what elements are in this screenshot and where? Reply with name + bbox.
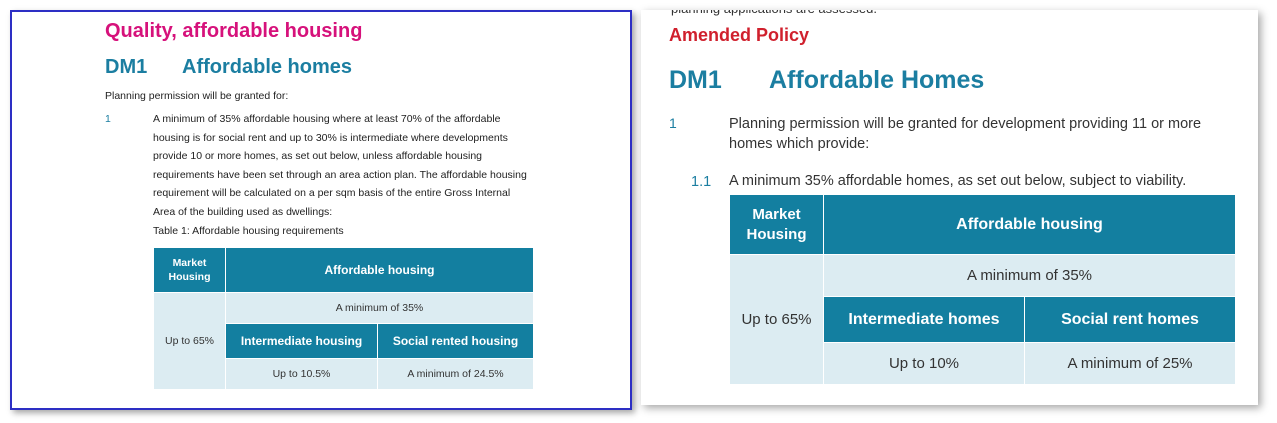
intermediate-header: Intermediate housing bbox=[225, 323, 378, 359]
social-rent-value: A minimum of 25% bbox=[1024, 342, 1236, 385]
social-rent-value: A minimum of 24.5% bbox=[377, 358, 534, 390]
item-number: 1 bbox=[105, 113, 111, 125]
market-housing-header: Market Housing bbox=[153, 247, 226, 293]
affordable-housing-table: Market Housing Affordable housing Up to … bbox=[153, 247, 534, 390]
intermediate-header: Intermediate homes bbox=[823, 296, 1025, 343]
policy-title: Affordable homes bbox=[182, 56, 353, 78]
market-housing-value: Up to 65% bbox=[729, 254, 824, 385]
item-number: 1 bbox=[669, 115, 677, 131]
policy-code: DM1 bbox=[669, 66, 722, 94]
subitem-text: A minimum 35% affordable homes, as set o… bbox=[729, 173, 1187, 189]
table-caption: Table 1: Affordable housing requirements bbox=[153, 225, 344, 237]
subitem-number: 1.1 bbox=[691, 174, 712, 190]
intermediate-value: Up to 10.5% bbox=[225, 358, 378, 390]
intro-text: Planning permission will be granted for: bbox=[105, 90, 289, 102]
affordable-housing-header: Affordable housing bbox=[225, 247, 534, 293]
cut-off-text: planning applications are assessed. bbox=[671, 10, 877, 16]
policy-code: DM1 bbox=[105, 56, 148, 78]
original-policy-page: Quality, affordable housing DM1 Affordab… bbox=[10, 10, 632, 410]
affordable-homes-table: Market Housing Affordable housing Up to … bbox=[729, 194, 1236, 385]
social-rent-header: Social rent homes bbox=[1024, 296, 1236, 343]
item-text: A minimum of 35% affordable housing wher… bbox=[153, 113, 527, 218]
market-housing-value: Up to 65% bbox=[153, 292, 226, 390]
social-rent-header: Social rented housing bbox=[377, 323, 534, 359]
market-housing-header: Market Housing bbox=[729, 194, 824, 255]
affordable-minimum: A minimum of 35% bbox=[225, 292, 534, 324]
affordable-housing-header: Affordable housing bbox=[823, 194, 1236, 255]
amended-policy-page: planning applications are assessed. Amen… bbox=[641, 10, 1258, 405]
intermediate-value: Up to 10% bbox=[823, 342, 1025, 385]
section-title: Quality, affordable housing bbox=[105, 20, 363, 42]
affordable-minimum: A minimum of 35% bbox=[823, 254, 1236, 297]
amended-policy-label: Amended Policy bbox=[669, 25, 810, 45]
policy-title: Affordable Homes bbox=[769, 66, 985, 94]
item-text: Planning permission will be granted for … bbox=[729, 116, 1202, 152]
